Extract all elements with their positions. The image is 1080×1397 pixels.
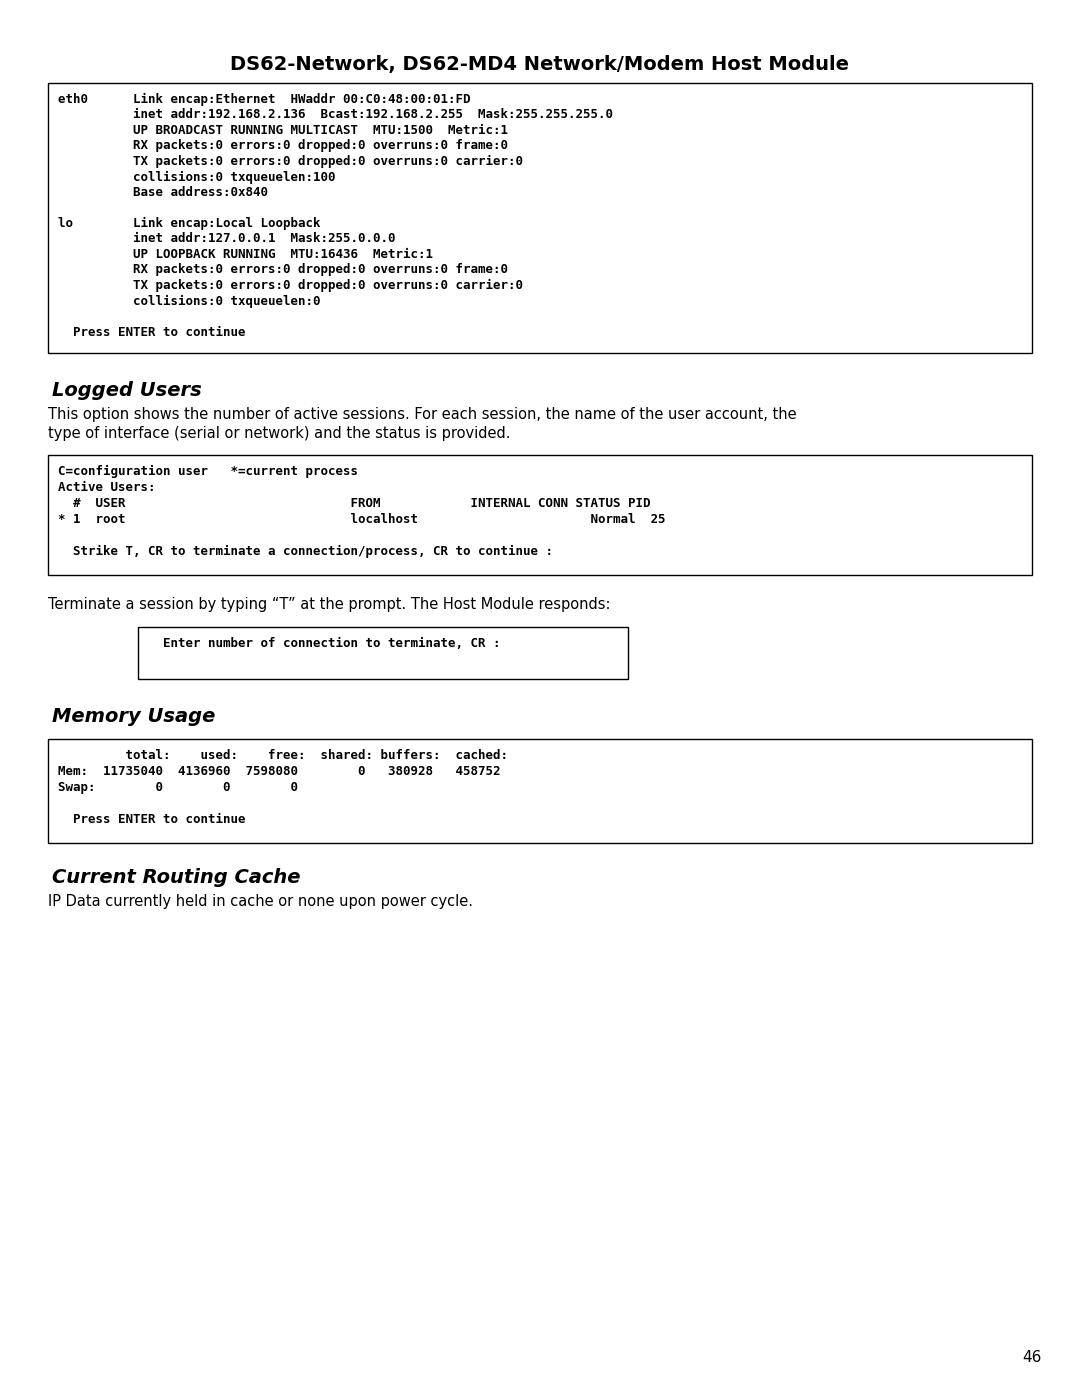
Text: Mem:  11735040  4136960  7598080        0   380928   458752: Mem: 11735040 4136960 7598080 0 380928 4… bbox=[58, 766, 500, 778]
Text: Swap:        0        0        0: Swap: 0 0 0 bbox=[58, 781, 298, 793]
Text: Current Routing Cache: Current Routing Cache bbox=[52, 868, 300, 887]
Text: TX packets:0 errors:0 dropped:0 overruns:0 carrier:0: TX packets:0 errors:0 dropped:0 overruns… bbox=[58, 155, 523, 168]
Text: Strike T, CR to terminate a connection/process, CR to continue :: Strike T, CR to terminate a connection/p… bbox=[58, 545, 553, 557]
FancyBboxPatch shape bbox=[48, 82, 1032, 353]
Text: Logged Users: Logged Users bbox=[52, 381, 202, 400]
Text: This option shows the number of active sessions. For each session, the name of t: This option shows the number of active s… bbox=[48, 407, 797, 422]
Text: eth0      Link encap:Ethernet  HWaddr 00:C0:48:00:01:FD: eth0 Link encap:Ethernet HWaddr 00:C0:48… bbox=[58, 94, 471, 106]
Text: IP Data currently held in cache or none upon power cycle.: IP Data currently held in cache or none … bbox=[48, 894, 473, 909]
Text: TX packets:0 errors:0 dropped:0 overruns:0 carrier:0: TX packets:0 errors:0 dropped:0 overruns… bbox=[58, 279, 523, 292]
Text: Press ENTER to continue: Press ENTER to continue bbox=[58, 326, 245, 338]
Text: RX packets:0 errors:0 dropped:0 overruns:0 frame:0: RX packets:0 errors:0 dropped:0 overruns… bbox=[58, 264, 508, 277]
Text: DS62-Network, DS62-MD4 Network/Modem Host Module: DS62-Network, DS62-MD4 Network/Modem Hos… bbox=[230, 54, 850, 74]
Text: collisions:0 txqueuelen:100: collisions:0 txqueuelen:100 bbox=[58, 170, 336, 183]
Text: Base address:0x840: Base address:0x840 bbox=[58, 186, 268, 198]
Text: lo        Link encap:Local Loopback: lo Link encap:Local Loopback bbox=[58, 217, 321, 231]
Text: Press ENTER to continue: Press ENTER to continue bbox=[58, 813, 245, 826]
Text: 46: 46 bbox=[1023, 1350, 1042, 1365]
Text: collisions:0 txqueuelen:0: collisions:0 txqueuelen:0 bbox=[58, 295, 321, 307]
Text: Enter number of connection to terminate, CR :: Enter number of connection to terminate,… bbox=[148, 637, 500, 650]
Text: total:    used:    free:  shared: buffers:  cached:: total: used: free: shared: buffers: cach… bbox=[58, 749, 508, 761]
Text: type of interface (serial or network) and the status is provided.: type of interface (serial or network) an… bbox=[48, 426, 511, 441]
Text: RX packets:0 errors:0 dropped:0 overruns:0 frame:0: RX packets:0 errors:0 dropped:0 overruns… bbox=[58, 140, 508, 152]
Text: UP BROADCAST RUNNING MULTICAST  MTU:1500  Metric:1: UP BROADCAST RUNNING MULTICAST MTU:1500 … bbox=[58, 124, 508, 137]
Text: #  USER                              FROM            INTERNAL CONN STATUS PID: # USER FROM INTERNAL CONN STATUS PID bbox=[58, 497, 650, 510]
Text: Active Users:: Active Users: bbox=[58, 481, 156, 495]
Text: Memory Usage: Memory Usage bbox=[52, 707, 215, 726]
Text: * 1  root                              localhost                       Normal  2: * 1 root localhost Normal 2 bbox=[58, 513, 665, 527]
Text: C=configuration user   *=current process: C=configuration user *=current process bbox=[58, 465, 357, 478]
Text: Terminate a session by typing “T” at the prompt. The Host Module responds:: Terminate a session by typing “T” at the… bbox=[48, 597, 610, 612]
Text: inet addr:127.0.0.1  Mask:255.0.0.0: inet addr:127.0.0.1 Mask:255.0.0.0 bbox=[58, 232, 395, 246]
FancyBboxPatch shape bbox=[48, 739, 1032, 842]
Text: inet addr:192.168.2.136  Bcast:192.168.2.255  Mask:255.255.255.0: inet addr:192.168.2.136 Bcast:192.168.2.… bbox=[58, 109, 613, 122]
FancyBboxPatch shape bbox=[138, 627, 627, 679]
FancyBboxPatch shape bbox=[48, 455, 1032, 576]
Text: UP LOOPBACK RUNNING  MTU:16436  Metric:1: UP LOOPBACK RUNNING MTU:16436 Metric:1 bbox=[58, 249, 433, 261]
